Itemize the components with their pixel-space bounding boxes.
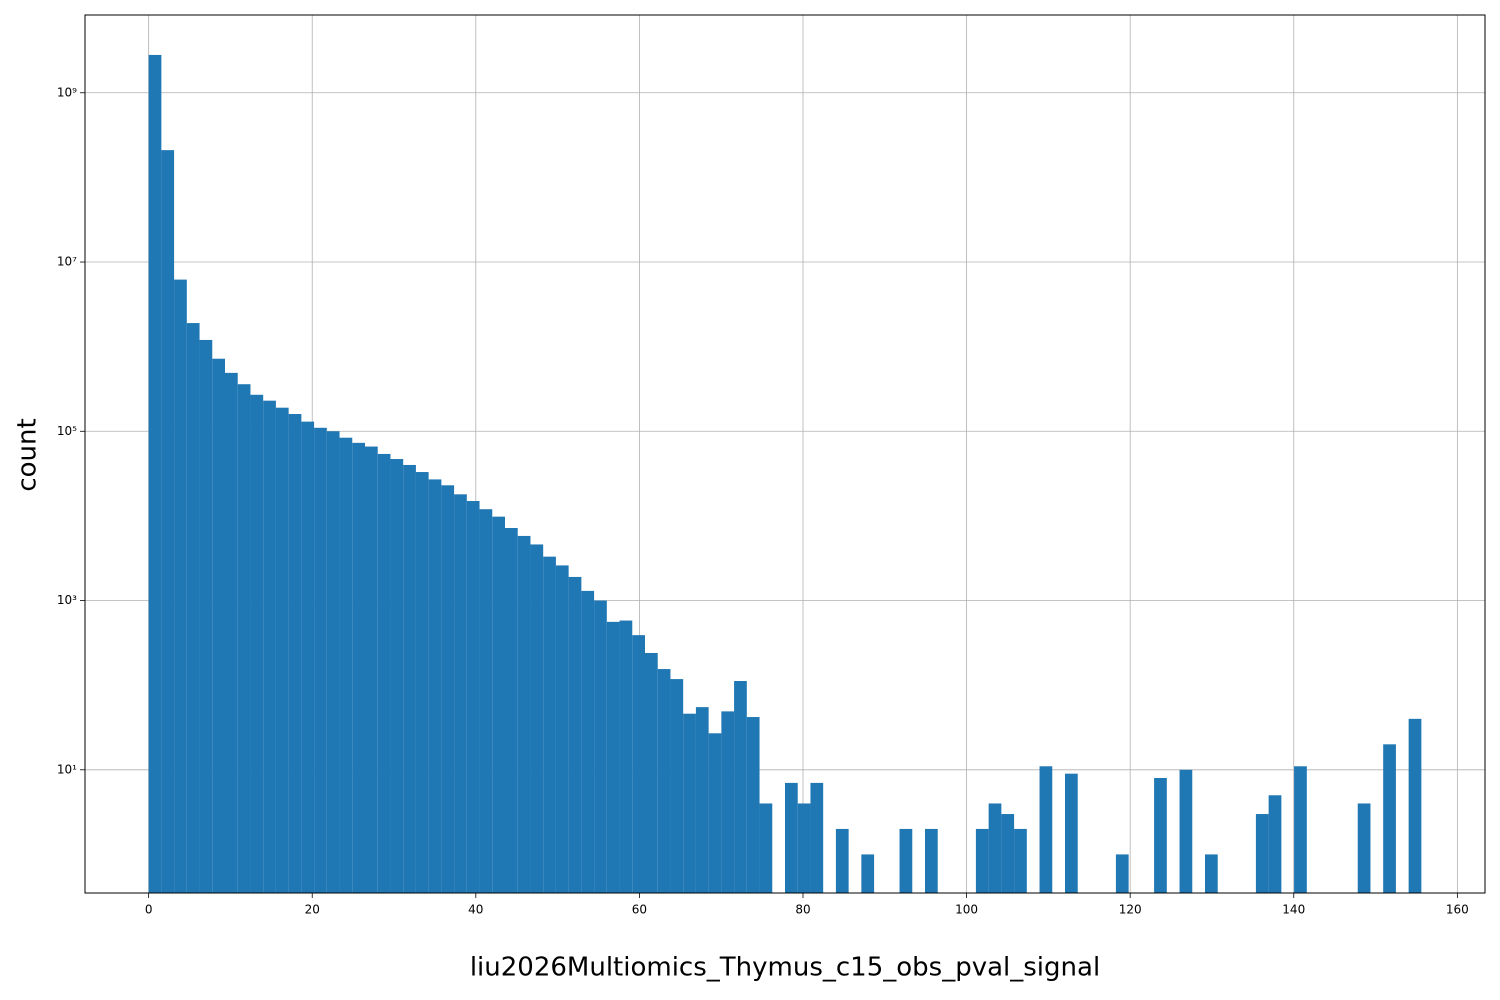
bar: [288, 414, 302, 893]
bar: [759, 803, 773, 893]
x-tick-label: 140: [1282, 903, 1305, 917]
bar: [428, 479, 442, 893]
bar: [212, 358, 225, 893]
bar: [479, 509, 493, 893]
bar: [339, 437, 353, 893]
bar: [594, 600, 607, 893]
bar: [632, 635, 645, 893]
bar: [1001, 814, 1015, 893]
bar: [797, 803, 811, 893]
bar: [199, 339, 213, 893]
bar: [505, 527, 518, 893]
bar: [543, 556, 556, 893]
bar: [161, 150, 175, 893]
x-tick-label: 40: [468, 903, 483, 917]
bar: [568, 576, 582, 893]
bar: [746, 717, 760, 893]
x-tick-label: 120: [1119, 903, 1142, 917]
bar: [517, 535, 531, 893]
y-tick-label: 10¹: [57, 762, 77, 776]
x-tick-label: 60: [632, 903, 647, 917]
x-axis-label: liu2026Multiomics_Thymus_c15_obs_pval_si…: [470, 953, 1100, 983]
bar: [925, 828, 938, 893]
bar: [225, 372, 238, 894]
bar: [390, 459, 404, 893]
bar: [1065, 773, 1078, 893]
bar: [275, 407, 289, 893]
y-tick-label: 10³: [57, 593, 77, 607]
bar: [721, 711, 735, 893]
bar: [365, 446, 378, 893]
bar: [734, 680, 747, 893]
bar: [403, 464, 416, 893]
bar: [186, 323, 200, 894]
bar: [619, 620, 633, 893]
x-tick-label: 20: [305, 903, 320, 917]
bar: [899, 828, 913, 893]
bar: [1357, 803, 1371, 893]
bar: [861, 854, 875, 893]
bar: [1154, 777, 1167, 893]
bar: [1268, 795, 1282, 893]
bar: [975, 828, 989, 893]
bar: [670, 679, 684, 893]
bar: [1205, 854, 1218, 893]
bar: [581, 590, 595, 893]
bar: [250, 394, 264, 893]
bar: [785, 782, 798, 893]
bar: [988, 803, 1002, 893]
bar: [695, 707, 709, 893]
bar: [326, 431, 340, 893]
bar: [263, 400, 276, 893]
bar: [237, 384, 251, 893]
bar: [415, 472, 429, 893]
bar: [657, 669, 671, 893]
plot-frame: [84, 14, 1486, 894]
bar: [530, 544, 544, 893]
bar: [377, 453, 391, 893]
bar: [645, 652, 658, 893]
x-tick-label: 160: [1446, 903, 1469, 917]
bar: [441, 485, 455, 893]
bar: [1039, 766, 1053, 893]
bar: [1179, 769, 1193, 893]
bar: [1294, 766, 1307, 893]
bar: [683, 713, 696, 893]
bar: [492, 516, 505, 893]
x-tick-label: 100: [955, 903, 978, 917]
y-tick-label: 10⁷: [57, 255, 77, 269]
bar: [1115, 854, 1129, 893]
y-tick-label: 10⁹: [57, 85, 77, 99]
bar: [314, 427, 327, 893]
bar: [466, 501, 480, 893]
x-tick-label: 0: [145, 903, 153, 917]
bar: [1408, 718, 1422, 893]
y-tick-label: 10⁵: [57, 424, 77, 438]
bar: [352, 442, 365, 893]
bar: [454, 494, 467, 893]
bar: [555, 565, 569, 893]
bar: [174, 279, 187, 893]
bar: [835, 828, 849, 893]
x-tick-label: 80: [795, 903, 810, 917]
bar: [606, 621, 620, 893]
bar: [1255, 814, 1269, 893]
bar: [708, 733, 722, 893]
y-axis-label: count: [13, 418, 43, 491]
bar: [1383, 744, 1396, 893]
bar: [1014, 828, 1027, 893]
bar: [148, 54, 162, 894]
bar: [810, 782, 824, 893]
bar: [301, 421, 315, 893]
